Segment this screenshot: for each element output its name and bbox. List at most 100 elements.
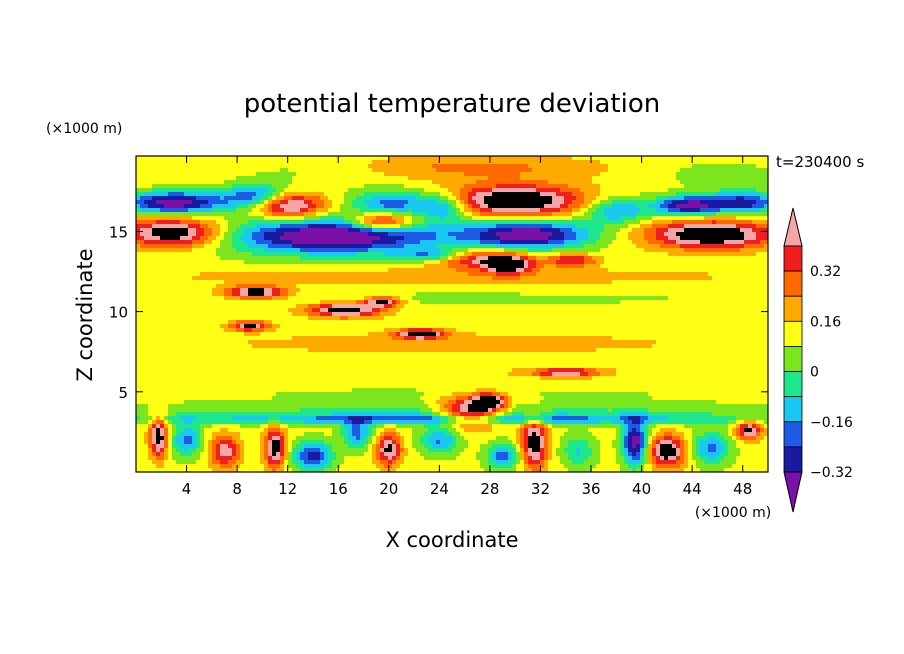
contour-cell xyxy=(344,272,349,277)
contour-cell xyxy=(276,208,281,213)
contour-cell xyxy=(372,156,377,161)
contour-cell xyxy=(668,228,673,233)
contour-cell xyxy=(680,236,685,241)
contour-cell xyxy=(404,208,409,213)
contour-cell xyxy=(764,164,768,169)
contour-cell xyxy=(588,164,593,169)
contour-cell xyxy=(268,232,273,237)
contour-cell xyxy=(296,232,301,237)
contour-cell xyxy=(404,268,409,273)
contour-cell xyxy=(692,256,697,261)
contour-cell xyxy=(348,220,353,225)
contour-cell xyxy=(472,188,477,193)
contour-cell xyxy=(616,196,621,201)
contour-cell xyxy=(372,260,377,265)
contour-cell xyxy=(504,236,509,241)
contour-cell xyxy=(292,180,297,185)
contour-cell xyxy=(340,164,345,169)
contour-cell xyxy=(424,156,429,161)
contour-cell xyxy=(172,184,177,189)
contour-cell xyxy=(168,172,173,177)
contour-cell xyxy=(264,256,269,261)
contour-cell xyxy=(692,268,697,273)
contour-cell xyxy=(204,212,209,217)
contour-cell xyxy=(224,276,229,281)
contour-cell xyxy=(352,264,357,269)
contour-cell xyxy=(592,236,597,241)
contour-cell xyxy=(396,236,401,241)
contour-cell xyxy=(552,164,557,169)
contour-cell xyxy=(532,268,537,273)
contour-cell xyxy=(652,260,657,265)
contour-cell xyxy=(608,244,613,249)
contour-cell xyxy=(716,260,721,265)
contour-cell xyxy=(488,220,493,225)
contour-cell xyxy=(416,276,421,281)
contour-cell xyxy=(292,216,297,221)
contour-cell xyxy=(272,172,277,177)
contour-cell xyxy=(668,256,673,261)
contour-cell xyxy=(708,228,713,233)
contour-cell xyxy=(408,224,413,229)
contour-cell xyxy=(372,252,377,257)
contour-cell xyxy=(268,184,273,189)
contour-cell xyxy=(572,208,577,213)
contour-cell xyxy=(172,276,177,281)
contour-cell xyxy=(240,192,245,197)
contour-cell xyxy=(164,252,169,257)
contour-cell xyxy=(496,208,501,213)
contour-cell xyxy=(376,160,381,165)
contour-cell xyxy=(716,216,721,221)
contour-cell xyxy=(364,252,369,257)
contour-cell xyxy=(480,156,485,161)
contour-cell xyxy=(444,216,449,221)
contour-cell xyxy=(544,196,549,201)
contour-cell xyxy=(208,164,213,169)
contour-cell xyxy=(344,184,349,189)
contour-cell xyxy=(564,256,569,261)
contour-cell xyxy=(296,188,301,193)
contour-cell xyxy=(304,204,309,209)
contour-cell xyxy=(764,260,768,265)
contour-cell xyxy=(220,232,225,237)
contour-cell xyxy=(376,244,381,249)
contour-cell xyxy=(660,188,665,193)
contour-cell xyxy=(316,236,321,241)
contour-cell xyxy=(160,256,165,261)
contour-cell xyxy=(604,176,609,181)
contour-cell xyxy=(288,204,293,209)
contour-cell xyxy=(144,276,149,281)
contour-cell xyxy=(552,172,557,177)
contour-cell xyxy=(612,168,617,173)
contour-cell xyxy=(260,188,265,193)
contour-cell xyxy=(304,224,309,229)
contour-cell xyxy=(692,168,697,173)
contour-cell xyxy=(200,212,205,217)
contour-cell xyxy=(512,160,517,165)
contour-cell xyxy=(164,268,169,273)
contour-cell xyxy=(296,160,301,165)
contour-cell xyxy=(608,268,613,273)
contour-cell xyxy=(316,184,321,189)
contour-cell xyxy=(660,204,665,209)
contour-cell xyxy=(260,216,265,221)
contour-cell xyxy=(416,244,421,249)
contour-cell xyxy=(472,248,477,253)
contour-cell xyxy=(204,160,209,165)
contour-cell xyxy=(308,200,313,205)
contour-cell xyxy=(652,156,657,161)
contour-cell xyxy=(616,168,621,173)
contour-cell xyxy=(148,184,153,189)
contour-cell xyxy=(348,160,353,165)
contour-cell xyxy=(456,204,461,209)
contour-cell xyxy=(384,204,389,209)
contour-cell xyxy=(252,196,257,201)
contour-cell xyxy=(600,208,605,213)
contour-cell xyxy=(676,204,681,209)
contour-cell xyxy=(396,268,401,273)
contour-cell xyxy=(760,244,765,249)
contour-cell xyxy=(444,240,449,245)
contour-cell xyxy=(404,192,409,197)
contour-cell xyxy=(664,204,669,209)
contour-cell xyxy=(624,184,629,189)
